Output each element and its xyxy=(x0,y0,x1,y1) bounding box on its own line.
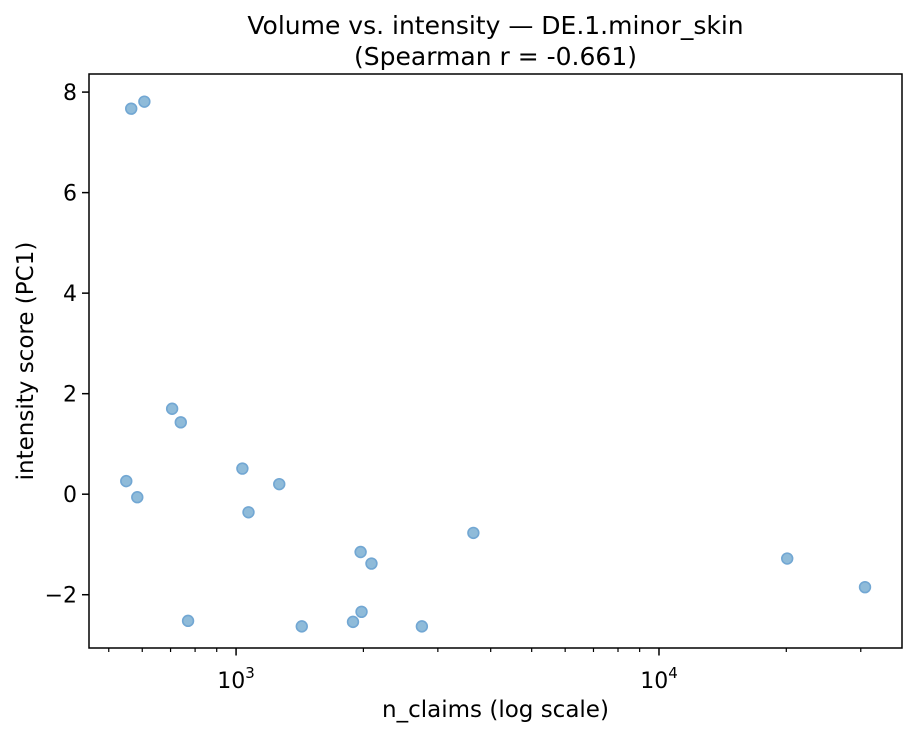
data-point xyxy=(295,620,308,633)
x-tick-label: 104 xyxy=(640,664,678,694)
y-tick-label: 2 xyxy=(63,383,77,408)
data-point xyxy=(120,474,133,488)
data-point xyxy=(138,95,151,108)
data-point xyxy=(346,615,360,629)
x-tick-label: 103 xyxy=(217,664,255,694)
y-tick-label: 8 xyxy=(63,81,77,106)
data-point xyxy=(781,552,794,565)
x-axis-label: n_claims (log scale) xyxy=(382,697,609,723)
y-tick-label: 6 xyxy=(63,182,77,207)
chart-title-line2: (Spearman r = -0.661) xyxy=(354,42,637,71)
plot-frame xyxy=(88,73,903,649)
data-point xyxy=(467,526,480,540)
data-point xyxy=(858,580,872,594)
data-point xyxy=(354,545,367,559)
data-point xyxy=(415,620,429,633)
chart-title: Volume vs. intensity — DE.1.minor_skin (… xyxy=(89,10,902,72)
data-point xyxy=(273,477,286,491)
data-point xyxy=(125,102,138,115)
y-tick-label: 0 xyxy=(63,483,77,508)
data-point xyxy=(131,491,144,504)
y-tick-label: −2 xyxy=(45,584,77,609)
y-axis-label: intensity score (PC1) xyxy=(13,241,39,481)
data-point xyxy=(181,614,195,628)
data-point xyxy=(236,462,249,475)
y-tick-label: 4 xyxy=(63,282,77,307)
data-point xyxy=(174,416,187,429)
data-point xyxy=(365,557,378,570)
data-point xyxy=(165,402,179,415)
data-point xyxy=(242,506,255,519)
chart-title-line1: Volume vs. intensity — DE.1.minor_skin xyxy=(247,11,744,40)
data-point xyxy=(355,605,368,619)
